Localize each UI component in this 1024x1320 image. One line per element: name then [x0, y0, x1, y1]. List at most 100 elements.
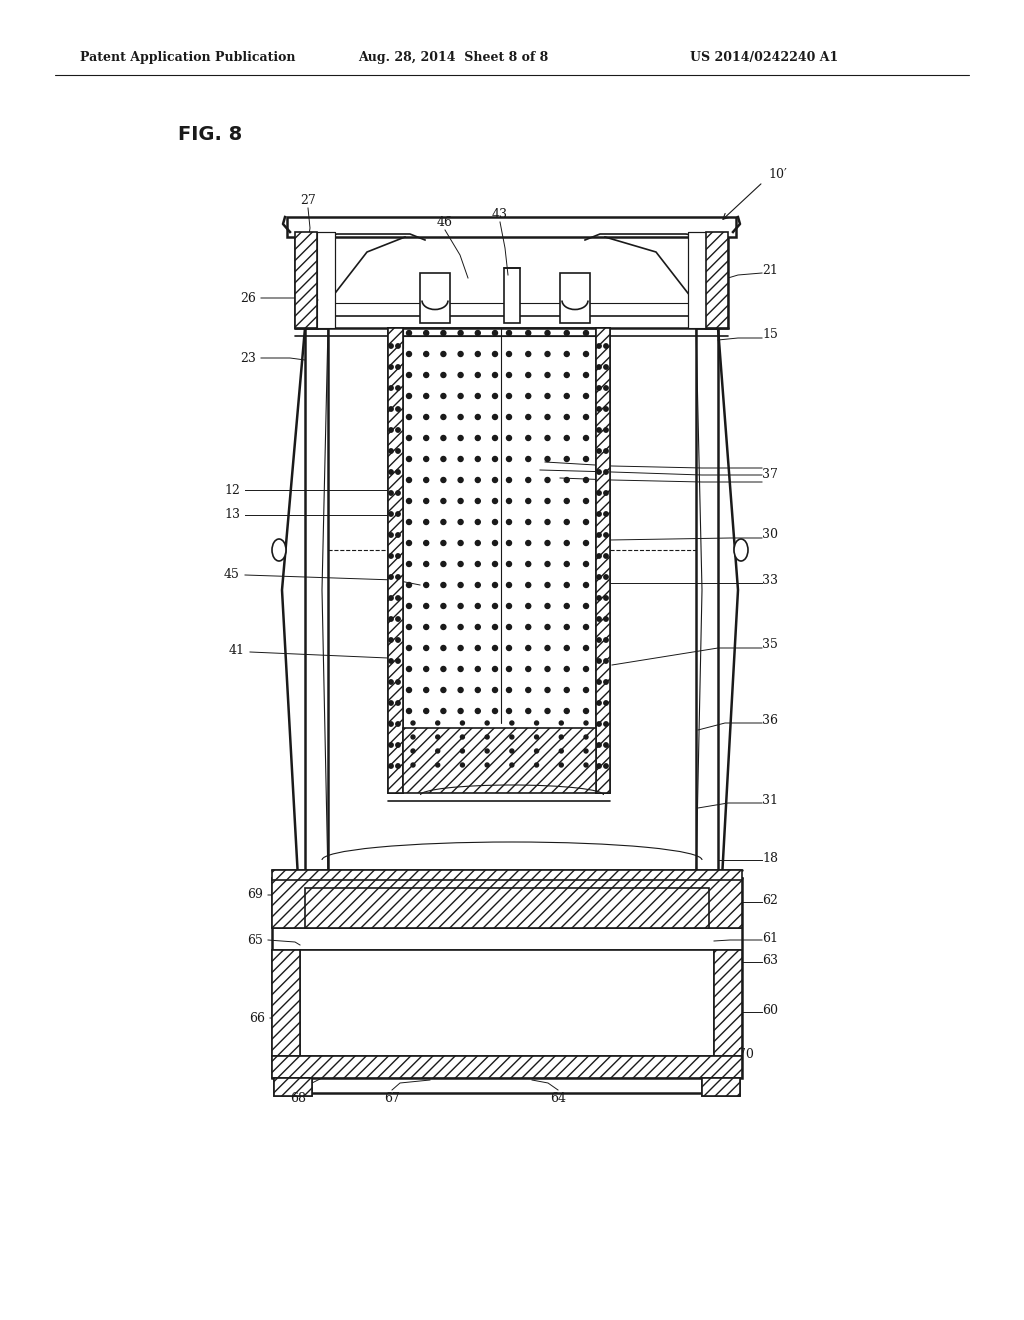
Circle shape — [475, 372, 480, 378]
Bar — [706, 232, 728, 327]
Circle shape — [584, 645, 589, 651]
Circle shape — [545, 667, 550, 672]
Circle shape — [475, 520, 480, 524]
Circle shape — [604, 659, 608, 663]
Circle shape — [584, 709, 589, 714]
Circle shape — [461, 763, 465, 767]
Text: Patent Application Publication: Patent Application Publication — [80, 51, 296, 65]
Circle shape — [525, 667, 530, 672]
Circle shape — [396, 764, 400, 768]
Circle shape — [564, 499, 569, 503]
Text: Aug. 28, 2014  Sheet 8 of 8: Aug. 28, 2014 Sheet 8 of 8 — [358, 51, 548, 65]
Circle shape — [525, 351, 530, 356]
Bar — [696, 327, 718, 878]
Circle shape — [389, 554, 393, 558]
Bar — [714, 950, 742, 1056]
Circle shape — [507, 330, 512, 335]
Circle shape — [458, 499, 463, 503]
Circle shape — [597, 407, 601, 412]
Circle shape — [525, 436, 530, 441]
Circle shape — [604, 428, 608, 432]
Circle shape — [485, 763, 489, 767]
Circle shape — [441, 624, 445, 630]
Circle shape — [545, 372, 550, 378]
Circle shape — [424, 520, 429, 524]
Circle shape — [458, 478, 463, 483]
Circle shape — [407, 561, 412, 566]
Circle shape — [396, 407, 400, 412]
Circle shape — [389, 722, 393, 726]
Circle shape — [458, 709, 463, 714]
Bar — [702, 1078, 740, 1096]
Circle shape — [407, 393, 412, 399]
Circle shape — [389, 701, 393, 705]
Circle shape — [458, 457, 463, 462]
Circle shape — [407, 645, 412, 651]
Circle shape — [424, 603, 429, 609]
Text: 45: 45 — [224, 569, 240, 582]
Circle shape — [584, 688, 589, 693]
Text: 18: 18 — [762, 851, 778, 865]
Circle shape — [396, 743, 400, 747]
Circle shape — [564, 582, 569, 587]
Circle shape — [507, 688, 512, 693]
Circle shape — [493, 414, 498, 420]
Circle shape — [436, 763, 439, 767]
Circle shape — [493, 709, 498, 714]
Circle shape — [407, 540, 412, 545]
Circle shape — [389, 491, 393, 495]
Circle shape — [507, 561, 512, 566]
Circle shape — [545, 540, 550, 545]
Circle shape — [604, 364, 608, 370]
Circle shape — [535, 763, 539, 767]
Circle shape — [424, 372, 429, 378]
Circle shape — [396, 701, 400, 705]
Circle shape — [525, 414, 530, 420]
Circle shape — [597, 595, 601, 601]
Circle shape — [493, 561, 498, 566]
Circle shape — [525, 457, 530, 462]
Circle shape — [493, 540, 498, 545]
Circle shape — [597, 470, 601, 474]
Circle shape — [493, 499, 498, 503]
Circle shape — [396, 491, 400, 495]
Circle shape — [424, 414, 429, 420]
Bar — [596, 327, 610, 793]
Circle shape — [525, 540, 530, 545]
Circle shape — [545, 603, 550, 609]
Circle shape — [493, 688, 498, 693]
Circle shape — [584, 540, 589, 545]
Circle shape — [475, 330, 480, 335]
Circle shape — [458, 540, 463, 545]
Circle shape — [604, 574, 608, 579]
Circle shape — [507, 520, 512, 524]
Circle shape — [510, 748, 514, 752]
Circle shape — [411, 763, 415, 767]
Circle shape — [396, 574, 400, 579]
Circle shape — [389, 364, 393, 370]
Circle shape — [407, 457, 412, 462]
Circle shape — [389, 533, 393, 537]
Circle shape — [458, 351, 463, 356]
Text: 10′: 10′ — [768, 169, 786, 181]
Circle shape — [597, 616, 601, 622]
Text: 12: 12 — [224, 483, 240, 496]
Circle shape — [584, 414, 589, 420]
Circle shape — [441, 330, 445, 335]
Circle shape — [458, 667, 463, 672]
Circle shape — [389, 743, 393, 747]
Circle shape — [475, 603, 480, 609]
Circle shape — [411, 748, 415, 752]
Circle shape — [389, 407, 393, 412]
Text: 60: 60 — [762, 1003, 778, 1016]
Circle shape — [493, 351, 498, 356]
Circle shape — [441, 582, 445, 587]
Circle shape — [441, 688, 445, 693]
Circle shape — [507, 372, 512, 378]
Circle shape — [441, 414, 445, 420]
Circle shape — [485, 735, 489, 739]
Circle shape — [424, 667, 429, 672]
Bar — [274, 1078, 312, 1096]
Circle shape — [396, 512, 400, 516]
Circle shape — [604, 616, 608, 622]
